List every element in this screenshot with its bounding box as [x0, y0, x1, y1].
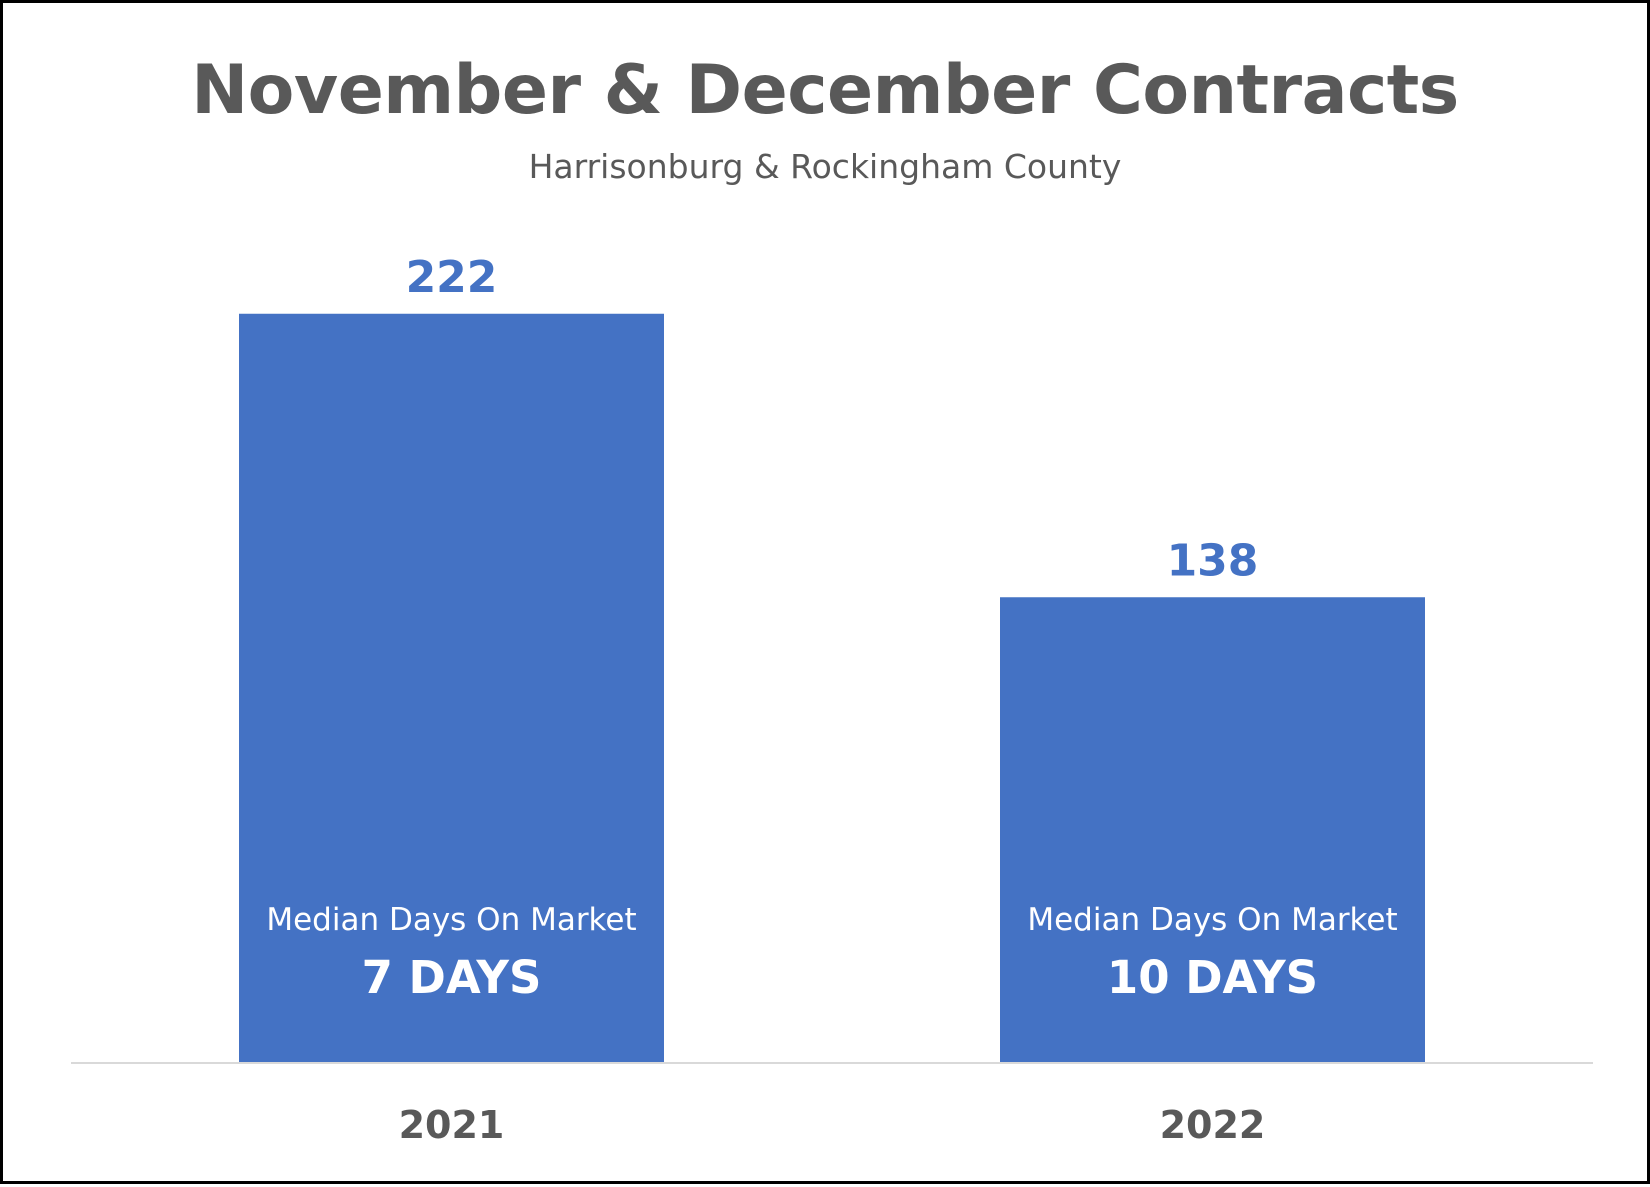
annotation-value-2021: 7 DAYS [362, 951, 542, 1004]
x-tick-label-2021: 2021 [399, 1103, 505, 1147]
chart-subtitle: Harrisonburg & Rockingham County [528, 147, 1122, 186]
bar-chart: 222 Median Days On Market 7 DAYS 2021 138 Med… [71, 252, 1593, 1147]
annotation-label-2021: Median Days On Market [266, 902, 636, 938]
chart-title: November & December Contracts [191, 51, 1459, 130]
bar-2022 [1000, 597, 1425, 1063]
data-label-2021: 222 [406, 252, 498, 303]
annotation-value-2022: 10 DAYS [1107, 951, 1318, 1004]
bar-2021 [239, 313, 664, 1063]
x-tick-label-2022: 2022 [1160, 1103, 1266, 1147]
data-label-2022: 138 [1167, 535, 1259, 586]
annotation-label-2022: Median Days On Market [1027, 902, 1397, 938]
